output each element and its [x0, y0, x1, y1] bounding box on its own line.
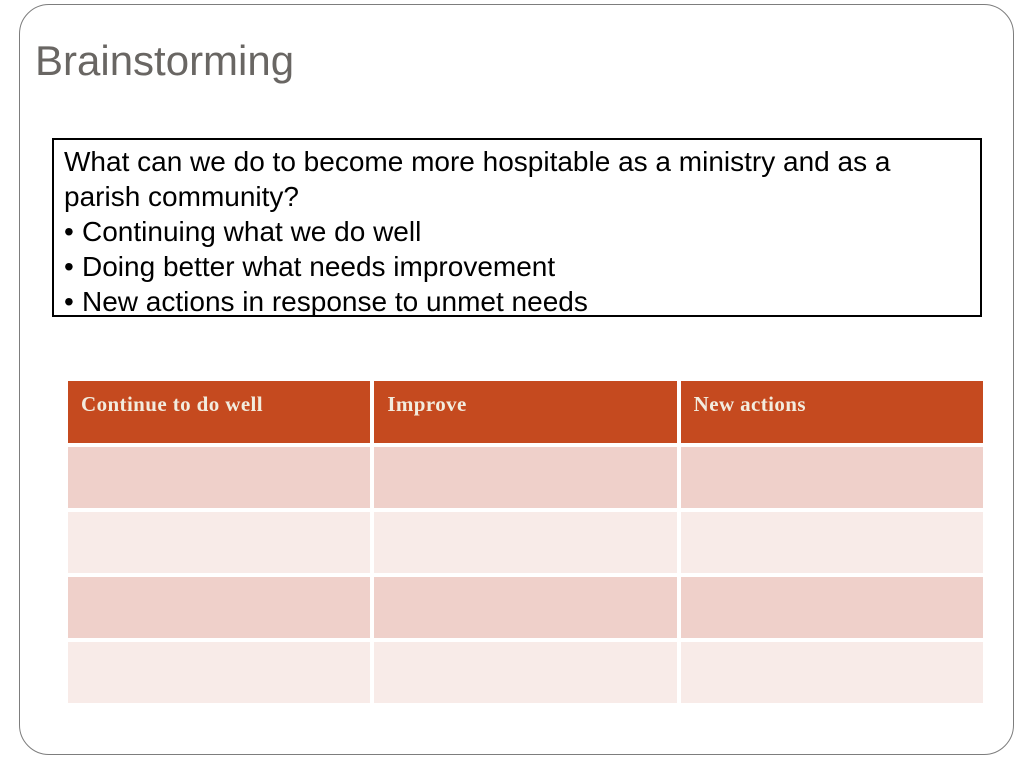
table-cell [68, 447, 371, 508]
page-title: Brainstorming [35, 37, 295, 84]
bullet-item: • New actions in response to unmet needs [64, 284, 970, 319]
question-text: What can we do to become more hospitable… [64, 146, 891, 212]
table-cell [374, 642, 677, 703]
brainstorm-table: Continue to do well Improve New actions [68, 381, 983, 703]
table-cell [68, 512, 371, 573]
table-header-continue: Continue to do well [68, 381, 371, 443]
table-header-improve: Improve [374, 381, 677, 443]
bullet-text: Continuing what we do well [82, 216, 422, 247]
bullet-glyph: • [64, 216, 74, 247]
table-header-new-actions: New actions [680, 381, 983, 443]
question-box: What can we do to become more hospitable… [52, 138, 982, 317]
table-cell [68, 642, 371, 703]
bullet-text: New actions in response to unmet needs [82, 286, 588, 317]
table-cell [374, 577, 677, 638]
table-cell [374, 447, 677, 508]
bullet-item: • Continuing what we do well [64, 214, 970, 249]
bullet-glyph: • [64, 286, 74, 317]
bullet-glyph: • [64, 251, 74, 282]
bullet-item: • Doing better what needs improvement [64, 249, 970, 284]
table-cell [680, 642, 983, 703]
table-cell [680, 447, 983, 508]
bullet-text: Doing better what needs improvement [82, 251, 556, 282]
table-cell [68, 577, 371, 638]
table-cell [374, 512, 677, 573]
table-cell [680, 577, 983, 638]
table-cell [680, 512, 983, 573]
